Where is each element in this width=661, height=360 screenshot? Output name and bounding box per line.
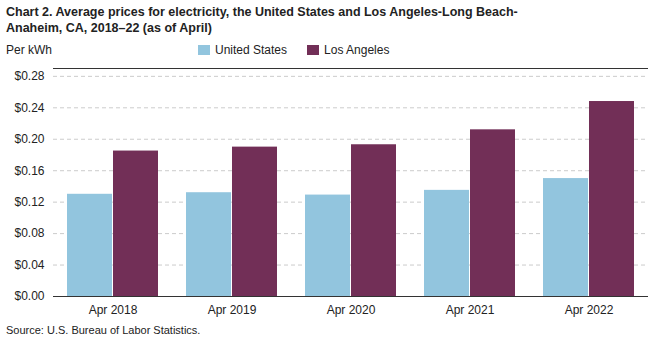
svg-text:$0.08: $0.08 xyxy=(14,226,44,240)
svg-text:$0.28: $0.28 xyxy=(14,69,44,83)
svg-text:Apr 2022: Apr 2022 xyxy=(565,303,614,317)
svg-text:Apr 2020: Apr 2020 xyxy=(327,303,376,317)
svg-text:$0.12: $0.12 xyxy=(14,195,44,209)
html-text:Los Angeles: Los Angeles xyxy=(324,43,390,57)
svg-text:$0.16: $0.16 xyxy=(14,164,44,178)
svg-text:$0.20: $0.20 xyxy=(14,132,44,146)
svg-text:$0.00: $0.00 xyxy=(14,289,44,303)
svg-text:Apr 2021: Apr 2021 xyxy=(446,303,495,317)
html-text:Chart 2. Average prices for el: Chart 2. Average prices for electricity,… xyxy=(6,5,518,35)
html-text:Source: U.S. Bureau of Labor S: Source: U.S. Bureau of Labor Statistics. xyxy=(6,324,201,336)
svg-text:Apr 2018: Apr 2018 xyxy=(89,303,138,317)
html-text:Per kWh: Per kWh xyxy=(6,43,52,57)
html-text:United States: United States xyxy=(215,43,287,57)
svg-text:$0.04: $0.04 xyxy=(14,258,44,272)
svg-text:Apr 2019: Apr 2019 xyxy=(208,303,257,317)
svg-text:$0.24: $0.24 xyxy=(14,101,44,115)
